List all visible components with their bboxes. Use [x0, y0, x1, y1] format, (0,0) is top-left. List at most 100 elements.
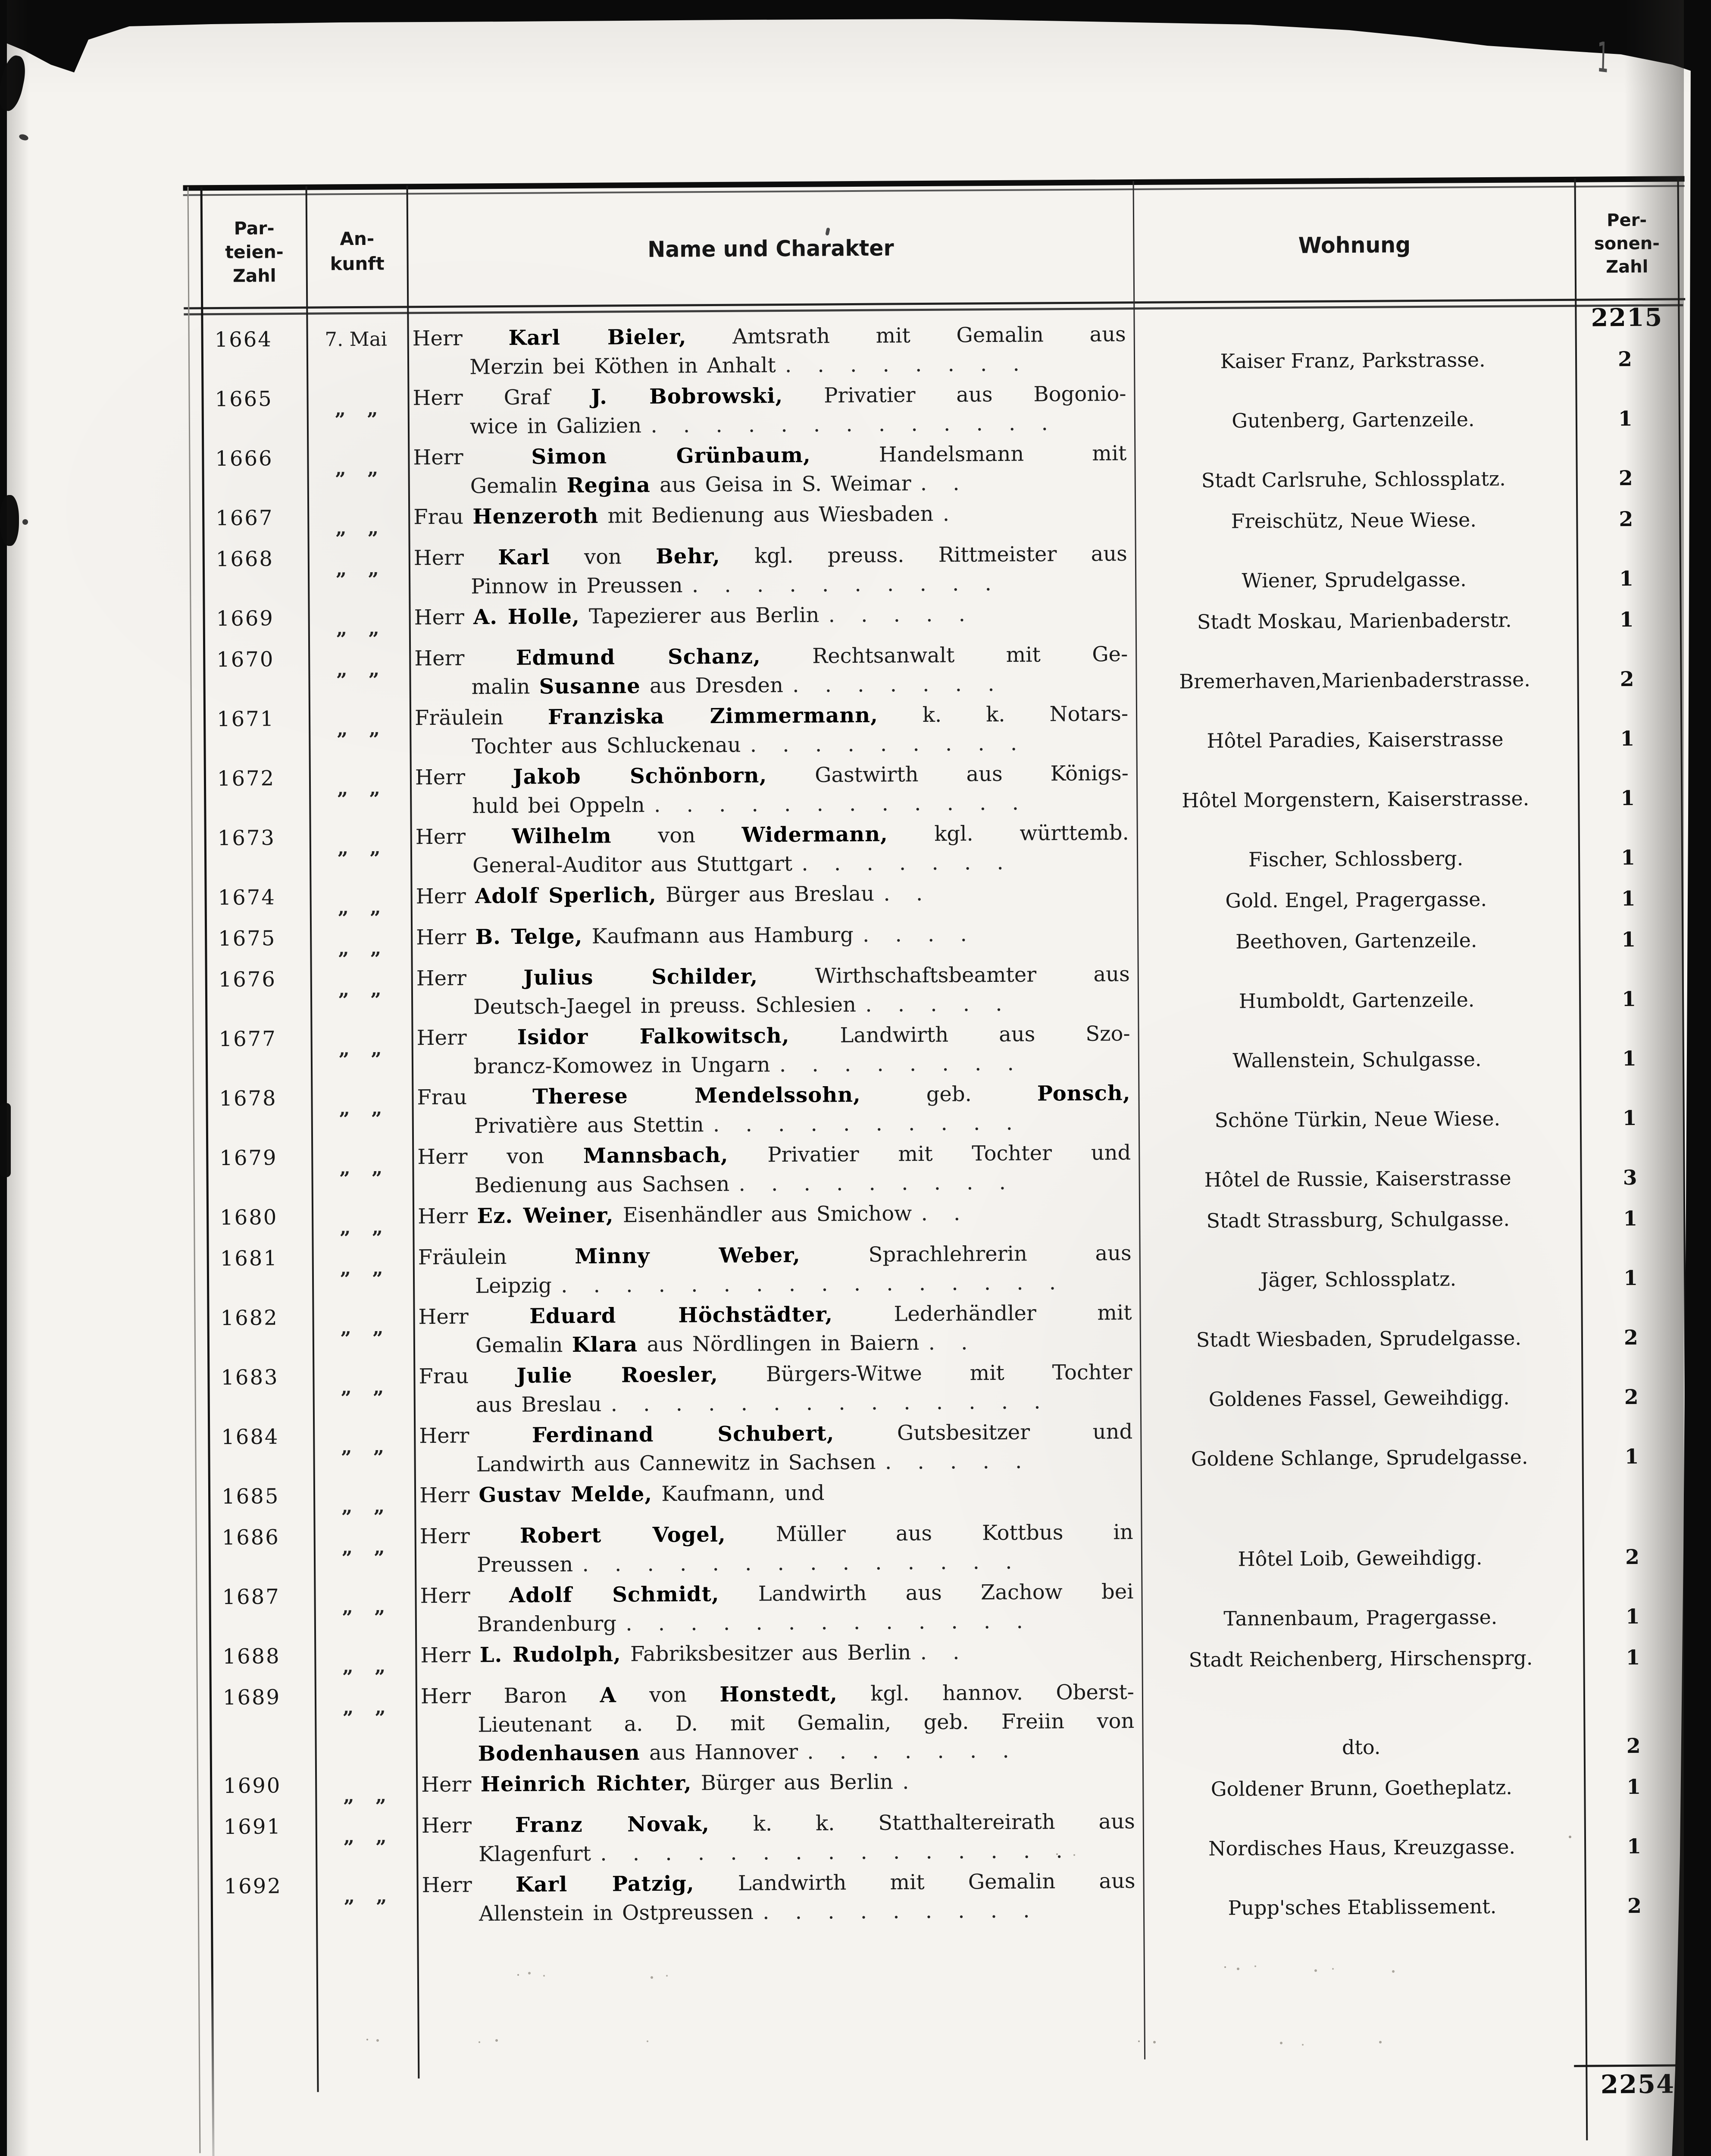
- name-line: Frau Julie Roesler, Bürgers-Witwe mit To…: [419, 1360, 1132, 1389]
- personen-text: 1: [1621, 928, 1636, 952]
- personen-text: 1: [1620, 786, 1635, 811]
- ankunft-cell: „ „: [342, 1595, 385, 1618]
- page-total-number: 2254: [1600, 2069, 1675, 2100]
- name-cell: Herr Karl Bieler, Amtsrath mit Gemalin a…: [406, 320, 1132, 382]
- name-line: Leipzig . . . . . . . . . . . . . . . .: [475, 1270, 1060, 1298]
- name-cell: Herr Ez. Weiner, Eisenhändler aus Smicho…: [411, 1198, 1138, 1241]
- wohnung-text: Humboldt, Gartenzeile.: [1239, 988, 1475, 1013]
- scan-edge-left: [0, 0, 7, 2156]
- pencil-smudge: [517, 1974, 519, 1976]
- header-wohnung: Wohnung: [1298, 232, 1411, 259]
- name-line: huld bei Oppeln . . . . . . . . . . . .: [472, 790, 1023, 818]
- personen-cell: 1: [1583, 1804, 1686, 1862]
- wohnung-cell: Freischütz, Neue Wiese.: [1133, 496, 1575, 538]
- name-line: Herr L. Rudolph, Fabriksbesitzer aus Ber…: [420, 1640, 963, 1668]
- personen-cell: 1: [1576, 696, 1679, 754]
- name-cell: Herr Ferdinand Schubert, Gutsbesitzer un…: [412, 1417, 1139, 1479]
- wohnung-cell: dto.: [1140, 1675, 1582, 1764]
- name-line: Tochter aus Schluckenau . . . . . . . . …: [472, 731, 1021, 759]
- ankunft-cell: „ „: [337, 837, 381, 859]
- table-row: 1667 „ „ Frau Henzeroth mit Bedienung aus …: [204, 495, 1679, 543]
- table-row: 1677 „ „ Herr Isidor Falkowitsch, Landwirt…: [207, 1016, 1683, 1083]
- header-line: teien-: [225, 241, 284, 263]
- ankunft-cell: „ „: [341, 1435, 385, 1458]
- wohnung-text: Stadt Reichenberg, Hirschensprg.: [1189, 1646, 1533, 1672]
- table-row: 1673 „ „ Herr Wilhelm von Widermann, kgl. …: [206, 815, 1682, 882]
- parteien-number-cell: 1667: [216, 506, 274, 531]
- name-cell: Herr Eduard Höchstädter, Lederhändler mi…: [411, 1298, 1138, 1360]
- wohnung-cell: Stadt Reichenberg, Hirschensprg.: [1140, 1634, 1582, 1676]
- ankunft-cell: „ „: [336, 617, 379, 640]
- parteien-number-cell: 1692: [224, 1874, 282, 1899]
- margin-mark: [22, 519, 28, 525]
- name-cell: Frau Henzeroth mit Bedienung aus Wiesbad…: [407, 498, 1133, 542]
- name-cell: Herr Karl von Behr, kgl. preuss. Rittmei…: [407, 539, 1134, 602]
- left-outer-rule: [187, 187, 201, 2153]
- personen-text: 1: [1620, 727, 1635, 751]
- name-cell: Herr Julius Schilder, Wirthschaftsbeamte…: [410, 960, 1136, 1022]
- name-line: Frau Therese Mendelssohn, geb. Ponsch,: [417, 1081, 1131, 1110]
- name-line: Herr von Mannsbach, Privatier mit Tochte…: [417, 1141, 1131, 1169]
- personen-text: 2: [1627, 1894, 1642, 1918]
- name-line: Herr Isidor Falkowitsch, Landwirth aus S…: [416, 1022, 1130, 1050]
- table-row: 1666 „ „ Herr Simon Grünbaum, Handelsmann …: [204, 436, 1679, 502]
- name-cell: Herr Baron A von Honstedt, kgl. hannov. …: [414, 1678, 1141, 1769]
- name-line: Preussen . . . . . . . . . . . . . .: [476, 1549, 1016, 1577]
- parteien-number-cell: 1678: [219, 1086, 277, 1111]
- wohnung-cell: Stadt Carlsruhe, Schlossplatz.: [1132, 436, 1574, 497]
- wohnung-text: Hôtel Loib, Geweihdigg.: [1238, 1546, 1483, 1571]
- personen-cell: 1: [1580, 1414, 1683, 1472]
- ankunft-cell: „ „: [339, 1097, 382, 1120]
- personen-text: 1: [1623, 1266, 1638, 1291]
- parteien-number-cell: 1681: [220, 1246, 278, 1271]
- name-line: Frau Henzeroth mit Bedienung aus Wiesbad…: [413, 501, 954, 530]
- table-row: 1683 „ „ Frau Julie Roesler, Bürgers-Witwe…: [210, 1354, 1685, 1421]
- table-row: 1681 „ „ Fräulein Minny Weber, Sprachlehre…: [209, 1235, 1684, 1302]
- wohnung-cell: Bremerhaven,Marienbaderstrasse.: [1134, 637, 1576, 698]
- personen-cell: 2: [1575, 636, 1679, 695]
- ankunft-cell: „ „: [339, 1156, 383, 1179]
- table-row: 1668 „ „ Herr Karl von Behr, kgl. preuss. …: [205, 536, 1680, 603]
- personen-text: 1: [1623, 1206, 1638, 1231]
- table-row: 1686 „ „ Herr Robert Vogel, Müller aus Kot…: [210, 1514, 1686, 1581]
- parteien-number-cell: 1668: [216, 547, 274, 572]
- wohnung-cell: Kaiser Franz, Parkstrasse.: [1132, 317, 1573, 378]
- wohnung-text: Pupp'sches Etablissement.: [1228, 1894, 1497, 1920]
- ankunft-cell: „ „: [343, 1784, 387, 1807]
- wohnung-cell: Stadt Moskau, Marienbaderstr.: [1133, 596, 1575, 638]
- name-line: Herr Eduard Höchstädter, Lederhändler mi…: [418, 1300, 1132, 1329]
- personen-cell: 1: [1575, 536, 1678, 594]
- ankunft-cell: „ „: [335, 398, 378, 420]
- wohnung-text: Beethoven, Gartenzeile.: [1235, 928, 1477, 953]
- name-line: Herr Adolf Sperlich, Bürger aus Breslau …: [416, 881, 927, 909]
- wohnung-text: Schöne Türkin, Neue Wiese.: [1214, 1106, 1501, 1132]
- name-line: Privatière aus Stettin . . . . . . . . .…: [474, 1110, 1017, 1138]
- wohnung-text: Bremerhaven,Marienbaderstrasse.: [1179, 667, 1531, 693]
- pencil-smudge: [1056, 1853, 1058, 1855]
- table-row: 1672 „ „ Herr Jakob Schönborn, Gastwirth a…: [206, 755, 1681, 822]
- table-row: 1674 „ „ Herr Adolf Sperlich, Bürger aus B…: [206, 874, 1681, 923]
- wohnung-cell: Wiener, Sprudelgasse.: [1133, 537, 1575, 597]
- wohnung-text: Stadt Moskau, Marienbaderstr.: [1197, 608, 1512, 634]
- personen-cell: 1: [1576, 874, 1680, 914]
- wohnung-text: Gold. Engel, Pragergasse.: [1225, 887, 1487, 912]
- name-line: wice in Galizien . . . . . . . . . . . .…: [469, 411, 1052, 439]
- wohnung-cell: Pupp'sches Etablissement.: [1141, 1864, 1583, 1924]
- name-line: Herr Gustav Melde, Kaufmann, und: [419, 1481, 825, 1508]
- personen-cell: 2: [1574, 495, 1678, 535]
- table-row: 1684 „ „ Herr Ferdinand Schubert, Gutsbesi…: [210, 1414, 1685, 1481]
- personen-cell: 1: [1579, 1235, 1682, 1294]
- name-line: Herr Simon Grünbaum, Handelsmann mit: [413, 441, 1127, 470]
- wohnung-cell: Hôtel Paradies, Kaiserstrasse: [1134, 697, 1576, 757]
- wohnung-cell: Goldenes Fassel, Geweihdigg.: [1138, 1355, 1580, 1416]
- ankunft-cell: „ „: [335, 558, 379, 580]
- personen-cell: 3: [1578, 1135, 1682, 1193]
- name-cell: Fräulein Minny Weber, Sprachlehrerin aus…: [411, 1239, 1138, 1301]
- parteien-number-cell: 1687: [222, 1585, 280, 1609]
- table-row: 1676 „ „ Herr Julius Schilder, Wirthschaft…: [207, 956, 1683, 1023]
- personen-text: 1: [1622, 1106, 1637, 1131]
- header-personen-zahl: Per-sonen- Zahl: [1576, 190, 1678, 297]
- table-row: 1692 „ „ Herr Karl Patzig, Landwirth mit G…: [213, 1863, 1688, 1930]
- name-line: Herr Graf J. Bobrowski, Privatier aus Bo…: [413, 382, 1126, 411]
- wohnung-cell: Stadt Strassburg, Schulgasse.: [1137, 1195, 1579, 1237]
